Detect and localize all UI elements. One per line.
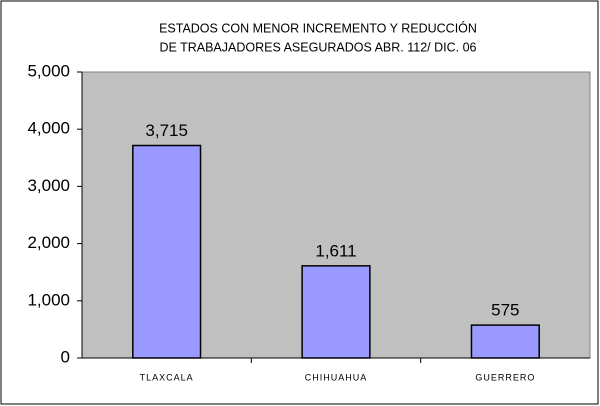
y-tick-label: 4,000 — [27, 119, 70, 138]
chart-title: DE TRABAJADORES ASEGURADOS ABR. 112/ DIC… — [159, 40, 476, 54]
bar — [470, 324, 540, 359]
chart-title: ESTADOS CON MENOR INCREMENTO Y REDUCCIÓN — [159, 20, 477, 35]
y-tick-label: 3,000 — [27, 176, 70, 195]
y-tick-label: 5,000 — [27, 61, 70, 80]
bar — [132, 144, 202, 359]
y-tick-label: 0 — [61, 347, 70, 366]
y-tick-label: 2,000 — [27, 233, 70, 252]
data-label: 3,715 — [145, 121, 188, 140]
x-tick-label: GUERRERO — [475, 372, 535, 382]
data-label: 1,611 — [315, 241, 356, 260]
x-tick-label: CHIHUAHUA — [305, 372, 368, 382]
bar — [301, 265, 371, 359]
y-tick-label: 1,000 — [27, 290, 70, 309]
data-label: 575 — [491, 301, 519, 320]
x-tick-label: TLAXCALA — [140, 372, 194, 382]
